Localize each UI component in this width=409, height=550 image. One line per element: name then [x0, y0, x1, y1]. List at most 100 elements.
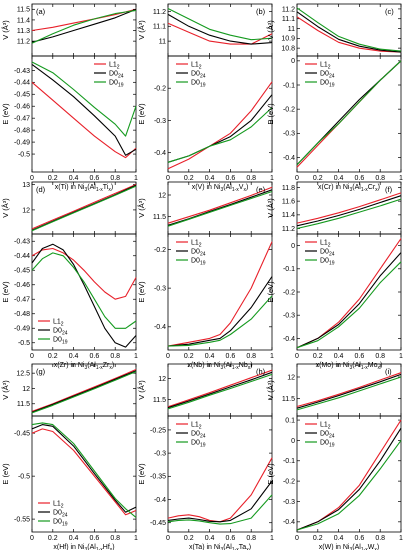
panel-a-volume-series-l12	[31, 8, 137, 32]
panel-a-energy-series-l12	[31, 81, 137, 159]
legend-label-l12: L12	[320, 62, 331, 71]
panel-i-energy-xtick-label: 0	[295, 535, 299, 542]
legend-label-base: D0	[191, 431, 200, 438]
panel-e-energy-ylabel: E (eV)	[137, 281, 146, 303]
legend-label-d019: D019	[191, 440, 206, 449]
xlabel-part: Mo	[368, 362, 378, 369]
panel-a-energy-ytick-label: -0.47	[14, 116, 30, 123]
panel-d-volume-series-l12	[31, 183, 137, 230]
legend-label-subscript: 19	[62, 522, 68, 528]
panel-a-volume-frame	[31, 3, 137, 57]
legend-label-base: L1	[53, 501, 61, 508]
panel-e-energy-ytick-label: -0.4	[154, 324, 166, 331]
panel-g-energy-series-d024	[31, 424, 137, 513]
panel-g-xlabel: x(Hf) in Ni3(Al1-xHfx)	[53, 544, 114, 550]
panel-d-energy-ylabel: E (eV)	[1, 281, 10, 303]
panel-h-volume-ytick-label: 12	[158, 376, 166, 383]
xlabel-part: (Al	[87, 184, 96, 191]
panel-g-energy-xtick-label: 0.4	[69, 535, 79, 542]
panel-h-energy-xtick-label: 1	[270, 535, 274, 542]
panel-e-energy-xtick-label: 0.6	[226, 353, 236, 360]
panel-h-xlabel: x(Ta) in Ni3(Al1-xTax)	[189, 544, 251, 550]
xlabel-subscript: 3	[349, 187, 352, 193]
panel-d-energy-xtick-label: 0	[30, 353, 34, 360]
panel-i-volume-ylabel: V (Å³)	[266, 380, 275, 400]
xlabel-part: (Al	[87, 362, 96, 369]
xlabel-part: Ta	[239, 544, 247, 550]
panel-d-energy-series-l12	[31, 247, 137, 300]
panel-c-energy-series-d019	[296, 60, 402, 166]
panel-f-energy-xtick-label: 0.6	[355, 353, 365, 360]
panel-d-energy-ytick-label: -0.49	[14, 326, 30, 333]
panel-h-energy-ytick-label: -0.4	[154, 497, 166, 504]
panel-e-volume-series-l12	[167, 186, 273, 224]
panel-f-energy-xtick-label: 0	[295, 353, 299, 360]
panel-e-label: (e)	[256, 185, 266, 194]
panel-e-energy-ytick-label: -0.2	[154, 247, 166, 254]
panel-d-energy-ytick-label: -0.45	[14, 268, 30, 275]
legend-label-d019: D019	[191, 258, 206, 267]
xlabel-part: )	[112, 362, 114, 369]
panel-i-energy-ytick-label: 0	[291, 438, 295, 445]
panel-a-volume-ytick-label: 11.4	[17, 17, 30, 24]
panel-g-energy-frame	[31, 415, 137, 533]
legend-label-base: L1	[320, 240, 328, 247]
xlabel-part: V	[239, 184, 244, 191]
panel-d-energy-xtick-label: 0.4	[69, 353, 79, 360]
panel-e-volume-ytick-label: 12	[158, 192, 166, 199]
panel-i-energy-xtick-label: 1	[399, 535, 403, 542]
panel-f-energy-ytick-label: -0.4	[283, 336, 295, 343]
xlabel-part: )	[378, 184, 380, 191]
panel-i-energy-ylabel: E (eV)	[266, 463, 275, 485]
xlabel-part: (Al	[223, 362, 232, 369]
panel-a-energy-ytick-label: -0.5	[18, 151, 30, 158]
panel-d-label: (d)	[36, 185, 46, 194]
panel-h-volume-series-l12	[167, 369, 273, 408]
panel-d-energy-ytick-label: -0.47	[14, 297, 30, 304]
panel-g-energy-ytick-label: -0.45	[14, 431, 30, 438]
panel-b-energy-ylabel: E (eV)	[137, 103, 146, 125]
panel-f-energy-ytick-label: 0	[291, 243, 295, 250]
panel-i-energy-xtick-label: 0.8	[375, 535, 385, 542]
xlabel-subscript: 1-x	[361, 365, 368, 371]
panel-f-energy-series-l12	[296, 238, 402, 349]
panel-i-volume-series-d019	[296, 376, 402, 411]
panel-g-energy-xtick-label: 0.6	[90, 535, 100, 542]
xlabel-part: x(Mo) in Ni	[316, 362, 350, 369]
panel-h-energy-xtick-label: 0	[166, 535, 170, 542]
legend-label-base: L1	[109, 62, 117, 69]
xlabel-part: x(Ta) in Ni	[189, 544, 221, 550]
legend-label-subscript: 24	[329, 74, 335, 80]
panel-c-energy-xtick-label: 0.4	[334, 175, 344, 182]
panel-g-volume-ytick-label: 12.5	[16, 371, 30, 378]
panel-c-energy-ytick-label: -0.2	[283, 107, 295, 114]
panel-e-energy-series-d024	[167, 276, 273, 347]
panel-a-energy-frame	[31, 55, 137, 173]
panel-d-energy-ytick-label: -0.5	[18, 340, 30, 347]
panel-c-energy-xtick-label: 0.8	[375, 175, 385, 182]
panel-e-volume-ylabel: V (Å³)	[137, 198, 146, 218]
panel-d-volume-series-d019	[31, 185, 137, 232]
legend-label-subscript: 19	[200, 83, 206, 89]
panel-h-volume-ylabel: V (Å³)	[137, 380, 146, 400]
legend-label-subscript: 19	[200, 261, 206, 267]
panel-g-energy-ytick-label: -0.5	[18, 474, 30, 481]
panel-f-xlabel: x(Mo) in Ni3(Al1-xMox)	[316, 362, 383, 371]
panel-a-energy-xtick-label: 0.8	[110, 175, 120, 182]
xlabel-part: x(Ti) in Ni	[55, 184, 85, 191]
panel-b-energy-ytick-label: -0.2	[154, 86, 166, 93]
panel-d-energy-xtick-label: 0.8	[110, 353, 120, 360]
panel-h-energy-series-d024	[167, 480, 273, 523]
legend-label-base: L1	[320, 62, 328, 69]
legend-label-d024: D024	[191, 249, 206, 258]
panel-c-energy-ytick-label: -0.1	[283, 82, 295, 89]
panel-g-volume-ytick-label: 11.5	[17, 401, 30, 408]
legend-label-subscript: 24	[329, 434, 335, 440]
panel-i-energy-xtick-label: 0.4	[334, 535, 344, 542]
panel-d-energy-frame	[31, 233, 137, 351]
xlabel-subscript: x	[375, 187, 378, 193]
